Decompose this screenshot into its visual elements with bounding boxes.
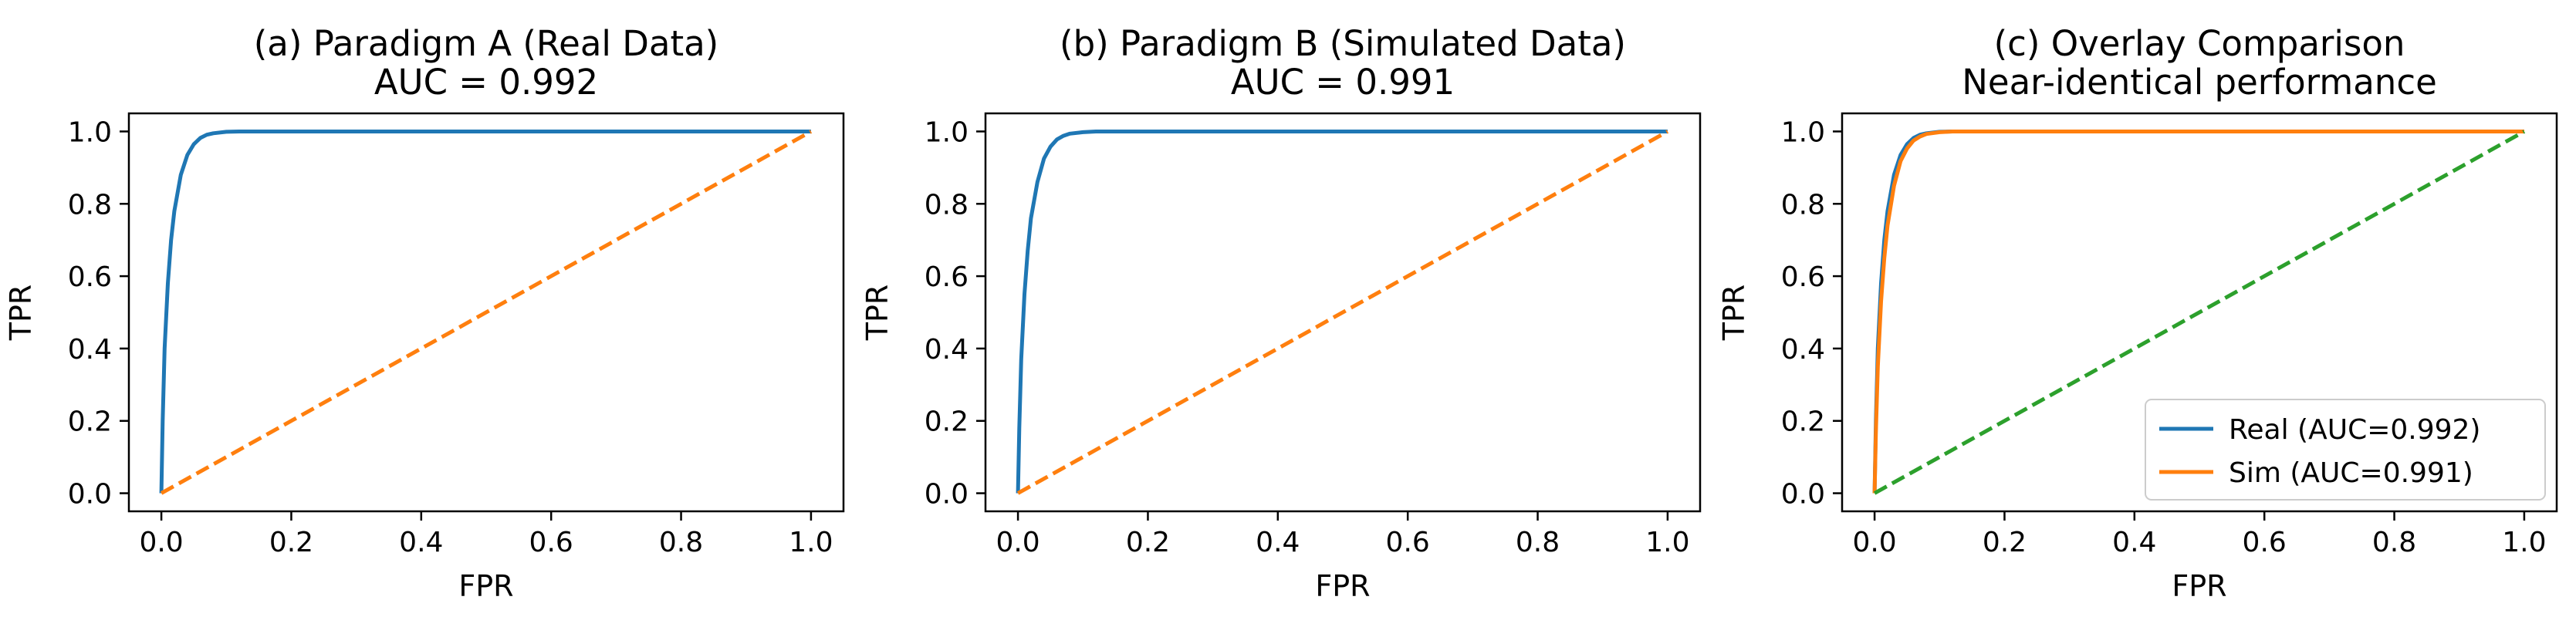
x-tick-label: 0.2 bbox=[269, 527, 313, 558]
x-tick-label: 0.0 bbox=[996, 527, 1040, 558]
y-tick-label: 0.2 bbox=[68, 406, 112, 438]
y-tick-label: 0.8 bbox=[68, 189, 112, 221]
x-tick-label: 0.0 bbox=[1852, 527, 1896, 558]
y-tick-label: 0.2 bbox=[925, 406, 969, 438]
panel-b: (b) Paradigm B (Simulated Data)AUC = 0.9… bbox=[860, 23, 1702, 603]
y-tick-label: 0.6 bbox=[1781, 261, 1825, 293]
x-tick-label: 0.6 bbox=[1386, 527, 1430, 558]
axes-frame bbox=[1841, 112, 2558, 513]
y-axis-label: TPR bbox=[860, 285, 894, 342]
y-tick-label: 0.4 bbox=[68, 334, 112, 366]
axes-frame bbox=[127, 112, 845, 513]
x-tick-label: 1.0 bbox=[2502, 527, 2546, 558]
x-tick-label: 0.8 bbox=[1516, 527, 1560, 558]
legend-entry: Real (AUC=0.992) bbox=[2229, 414, 2480, 446]
x-axis-label: FPR bbox=[2172, 569, 2226, 603]
y-tick-label: 0.8 bbox=[925, 189, 969, 221]
x-tick-label: 0.6 bbox=[2243, 527, 2287, 558]
y-tick-label: 0.6 bbox=[925, 261, 969, 293]
y-tick-label: 1.0 bbox=[68, 116, 112, 148]
x-tick-label: 0.4 bbox=[1256, 527, 1300, 558]
y-tick-label: 0.0 bbox=[925, 479, 969, 511]
y-tick-label: 0.2 bbox=[1781, 406, 1825, 438]
chart-title: (b) Paradigm B (Simulated Data) bbox=[1060, 23, 1626, 64]
chart-subtitle: AUC = 0.992 bbox=[374, 62, 598, 103]
x-tick-label: 0.2 bbox=[1983, 527, 2027, 558]
y-tick-label: 1.0 bbox=[1781, 116, 1825, 148]
x-tick-label: 0.4 bbox=[2112, 527, 2156, 558]
y-tick-label: 0.8 bbox=[1781, 189, 1825, 221]
chart-title: (c) Overlay Comparison bbox=[1994, 23, 2405, 64]
x-tick-label: 0.2 bbox=[1126, 527, 1170, 558]
x-axis-label: FPR bbox=[458, 569, 513, 603]
roc-curve-line bbox=[1872, 130, 2524, 494]
x-axis-label: FPR bbox=[1315, 569, 1370, 603]
y-tick-label: 0.6 bbox=[68, 261, 112, 293]
panel-a: (a) Paradigm A (Real Data)AUC = 0.992 0.0… bbox=[4, 23, 845, 603]
y-axis-label: TPR bbox=[1717, 285, 1751, 342]
diagonal-reference-line bbox=[1016, 130, 1669, 495]
legend: Real (AUC=0.992) Sim (AUC=0.991) bbox=[2145, 399, 2546, 501]
x-tick-label: 0.6 bbox=[529, 527, 573, 558]
legend-box bbox=[2145, 399, 2546, 501]
chart-subtitle: Near-identical performance bbox=[1962, 62, 2437, 103]
x-tick-label: 1.0 bbox=[1645, 527, 1689, 558]
legend-entry: Sim (AUC=0.991) bbox=[2229, 457, 2473, 489]
y-tick-label: 0.4 bbox=[925, 334, 969, 366]
x-tick-label: 0.4 bbox=[399, 527, 443, 558]
diagonal-reference-line bbox=[1873, 130, 2526, 495]
y-tick-label: 0.4 bbox=[1781, 334, 1825, 366]
chart-title: (a) Paradigm A (Real Data) bbox=[254, 23, 719, 64]
axes-frame bbox=[984, 112, 1702, 513]
x-tick-label: 0.0 bbox=[139, 527, 183, 558]
y-tick-label: 0.0 bbox=[68, 479, 112, 511]
x-tick-label: 0.8 bbox=[659, 527, 703, 558]
diagonal-reference-line bbox=[160, 130, 813, 495]
x-tick-label: 0.8 bbox=[2372, 527, 2416, 558]
roc-curve-line bbox=[1016, 130, 1668, 494]
y-tick-label: 1.0 bbox=[925, 116, 969, 148]
roc-curve-line bbox=[159, 130, 811, 494]
x-tick-label: 1.0 bbox=[789, 527, 833, 558]
y-axis-label: TPR bbox=[4, 285, 38, 342]
y-tick-label: 0.0 bbox=[1781, 479, 1825, 511]
chart-subtitle: AUC = 0.991 bbox=[1231, 62, 1455, 103]
